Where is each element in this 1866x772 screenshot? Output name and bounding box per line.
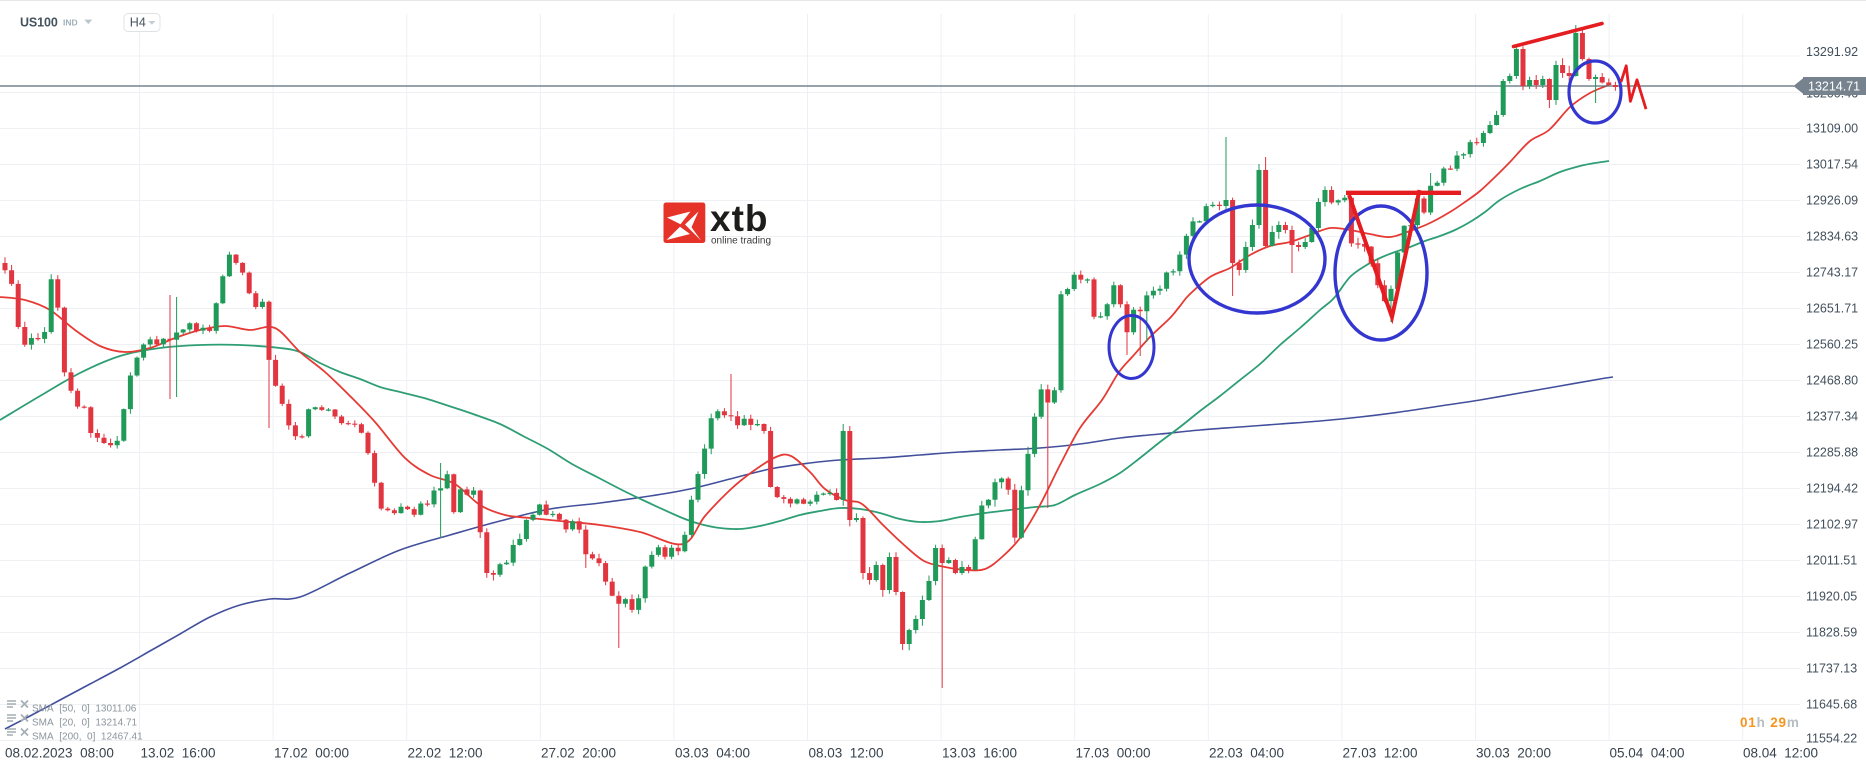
svg-text:11828.59: 11828.59 bbox=[1806, 626, 1857, 640]
svg-text:12560.25: 12560.25 bbox=[1806, 338, 1858, 352]
svg-text:30.03 20:00: 30.03 20:00 bbox=[1476, 746, 1551, 761]
svg-text:27.02 20:00: 27.02 20:00 bbox=[541, 746, 616, 761]
svg-text:SMA [200, 0] 12467.41: SMA [200, 0] 12467.41 bbox=[32, 732, 143, 743]
svg-text:US100: US100 bbox=[20, 16, 58, 30]
svg-text:11554.22: 11554.22 bbox=[1806, 732, 1857, 746]
svg-text:13017.54: 13017.54 bbox=[1806, 158, 1858, 172]
svg-text:12102.97: 12102.97 bbox=[1806, 518, 1858, 532]
svg-text:13.03 16:00: 13.03 16:00 bbox=[942, 746, 1017, 761]
svg-text:SMA [20, 0] 13214.71: SMA [20, 0] 13214.71 bbox=[32, 718, 138, 729]
svg-text:12834.63: 12834.63 bbox=[1806, 230, 1858, 244]
svg-text:IND: IND bbox=[63, 18, 78, 28]
svg-text:08.03 12:00: 08.03 12:00 bbox=[809, 746, 884, 761]
svg-text:12285.88: 12285.88 bbox=[1806, 446, 1858, 460]
svg-text:online trading: online trading bbox=[711, 236, 771, 247]
svg-text:12377.34: 12377.34 bbox=[1806, 410, 1858, 424]
svg-text:13109.00: 13109.00 bbox=[1806, 122, 1858, 136]
svg-text:xtb: xtb bbox=[710, 198, 769, 239]
svg-text:05.04 04:00: 05.04 04:00 bbox=[1610, 746, 1685, 761]
svg-text:22.03 04:00: 22.03 04:00 bbox=[1209, 746, 1284, 761]
svg-text:13214.71: 13214.71 bbox=[1808, 80, 1860, 94]
svg-text:17.02 00:00: 17.02 00:00 bbox=[274, 746, 349, 761]
svg-text:13291.92: 13291.92 bbox=[1806, 45, 1858, 59]
svg-text:22.02 12:00: 22.02 12:00 bbox=[408, 746, 483, 761]
svg-text:12011.51: 12011.51 bbox=[1806, 554, 1857, 568]
svg-text:01h 29m: 01h 29m bbox=[1740, 715, 1800, 730]
svg-text:17.03 00:00: 17.03 00:00 bbox=[1076, 746, 1151, 761]
svg-text:11737.13: 11737.13 bbox=[1806, 662, 1857, 676]
svg-text:12194.42: 12194.42 bbox=[1806, 482, 1858, 496]
svg-text:08.02.2023 08:00: 08.02.2023 08:00 bbox=[5, 746, 114, 761]
svg-text:03.03 04:00: 03.03 04:00 bbox=[675, 746, 750, 761]
svg-text:12926.09: 12926.09 bbox=[1806, 194, 1858, 208]
svg-text:11920.05: 11920.05 bbox=[1806, 590, 1857, 604]
svg-text:12468.80: 12468.80 bbox=[1806, 374, 1858, 388]
svg-text:12743.17: 12743.17 bbox=[1806, 266, 1858, 280]
svg-text:12651.71: 12651.71 bbox=[1806, 302, 1858, 316]
svg-text:SMA [50, 0] 13011.06: SMA [50, 0] 13011.06 bbox=[32, 704, 137, 715]
svg-text:11645.68: 11645.68 bbox=[1806, 698, 1857, 712]
svg-text:27.03 12:00: 27.03 12:00 bbox=[1343, 746, 1418, 761]
svg-text:H4: H4 bbox=[130, 16, 146, 30]
svg-text:08.04 12:00: 08.04 12:00 bbox=[1743, 746, 1818, 761]
svg-text:13.02 16:00: 13.02 16:00 bbox=[141, 746, 216, 761]
